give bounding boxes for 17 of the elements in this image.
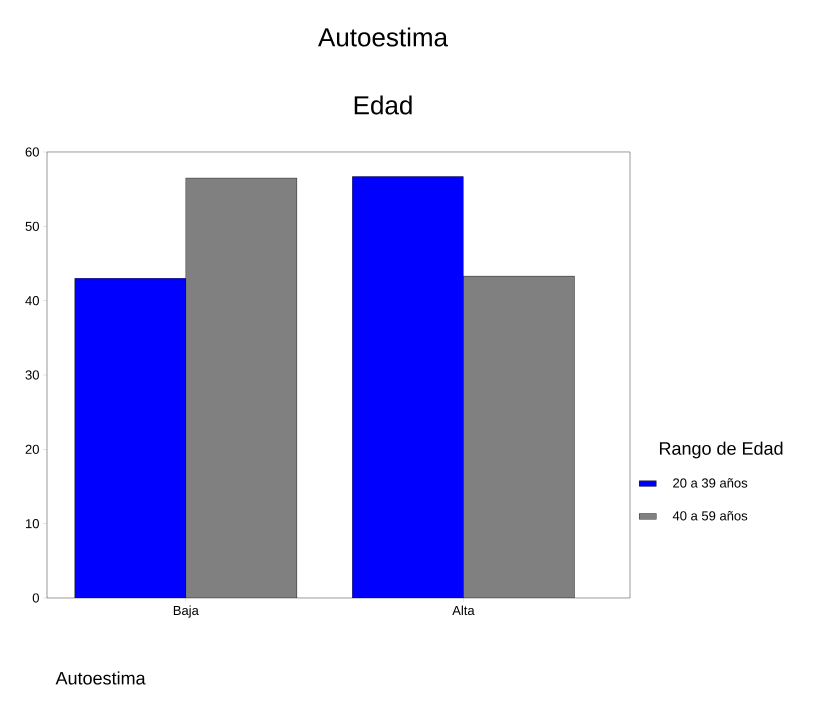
legend-title: Rango de Edad [660, 442, 782, 458]
x-tick-label: Baja [174, 606, 199, 618]
legend-label: 20 a 39 años [673, 478, 748, 488]
x-tick-label: Alta [452, 606, 475, 616]
y-tick-label: 40 [25, 296, 39, 306]
bar [463, 276, 575, 598]
chart-subtitle: Edad [354, 95, 412, 115]
y-tick-label: 0 [32, 593, 39, 603]
x-axis-title: Autoestima [56, 671, 146, 685]
legend-label: 40 a 59 años [672, 510, 748, 520]
y-tick-label: 20 [26, 444, 39, 454]
chart-title: Autoestima [318, 27, 448, 47]
y-tick-label: 50 [26, 222, 39, 231]
y-tick-label: 10 [26, 519, 39, 528]
y-tick-label: 60 [26, 147, 39, 157]
bar [186, 178, 298, 598]
y-tick-label: 30 [26, 370, 39, 380]
